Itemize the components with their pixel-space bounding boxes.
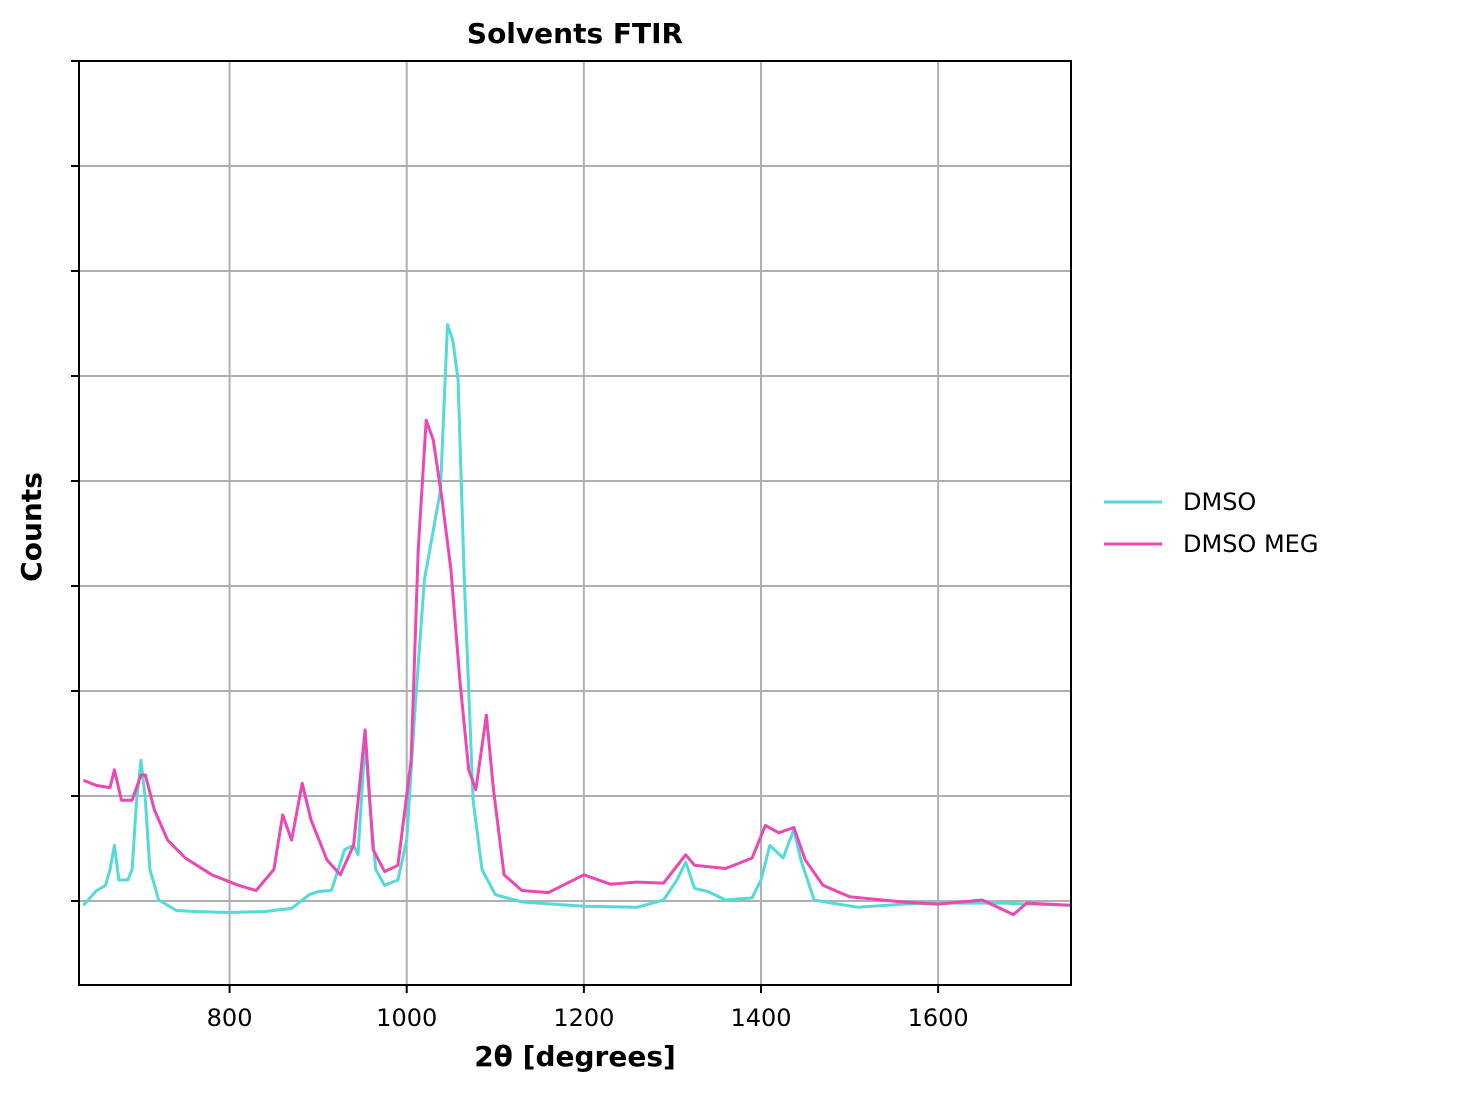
line xyxy=(82,323,1072,914)
x-tick-label: 800 xyxy=(207,1004,253,1032)
legend-label: DMSO MEG xyxy=(1183,530,1318,558)
x-tick-label: 1000 xyxy=(376,1004,437,1032)
x-tick-label: 1600 xyxy=(908,1004,969,1032)
x-axis-label: 2θ [degrees] xyxy=(474,1040,676,1073)
x-tick-label: 1200 xyxy=(553,1004,614,1032)
chart-title: Solvents FTIR xyxy=(467,17,683,50)
line xyxy=(82,418,1072,917)
x-tick-label: 1400 xyxy=(730,1004,791,1032)
legend-label: DMSO xyxy=(1183,488,1256,516)
y-axis-label: Counts xyxy=(15,472,48,582)
plot-frame xyxy=(78,60,1072,986)
